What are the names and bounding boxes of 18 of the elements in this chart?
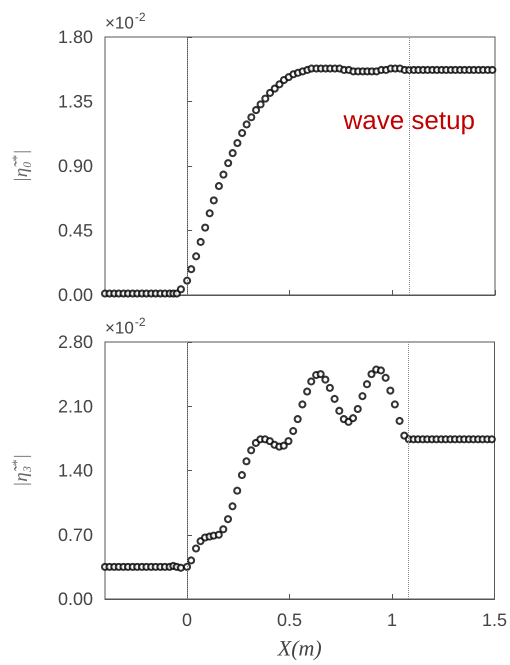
- y-tick-label: 1.40: [58, 460, 93, 480]
- x-tick-label: 0.5: [276, 610, 302, 630]
- y-tick-label: 0.00: [58, 589, 93, 609]
- y-tick-label: 1.35: [58, 92, 93, 112]
- y-tick-label: 2.80: [58, 332, 93, 352]
- y-tick-label: 1.80: [58, 27, 93, 47]
- annotation: wave setup: [342, 105, 476, 135]
- y-axis-title: |η̃₀*|: [9, 150, 32, 182]
- y-tick-label: 0.90: [58, 156, 93, 176]
- y-tick-label: 0.00: [58, 285, 93, 305]
- y-axis-title: |η̃₃*|: [9, 454, 32, 487]
- x-tick-label: 1: [386, 610, 397, 630]
- x-axis-title: X(m): [276, 636, 322, 660]
- x-tick-label: 0: [182, 610, 192, 630]
- y-tick-label: 2.10: [58, 396, 93, 416]
- y-tick-label: 0.45: [58, 220, 93, 240]
- x-tick-label: 1.5: [482, 610, 508, 630]
- y-tick-label: 0.70: [58, 524, 93, 545]
